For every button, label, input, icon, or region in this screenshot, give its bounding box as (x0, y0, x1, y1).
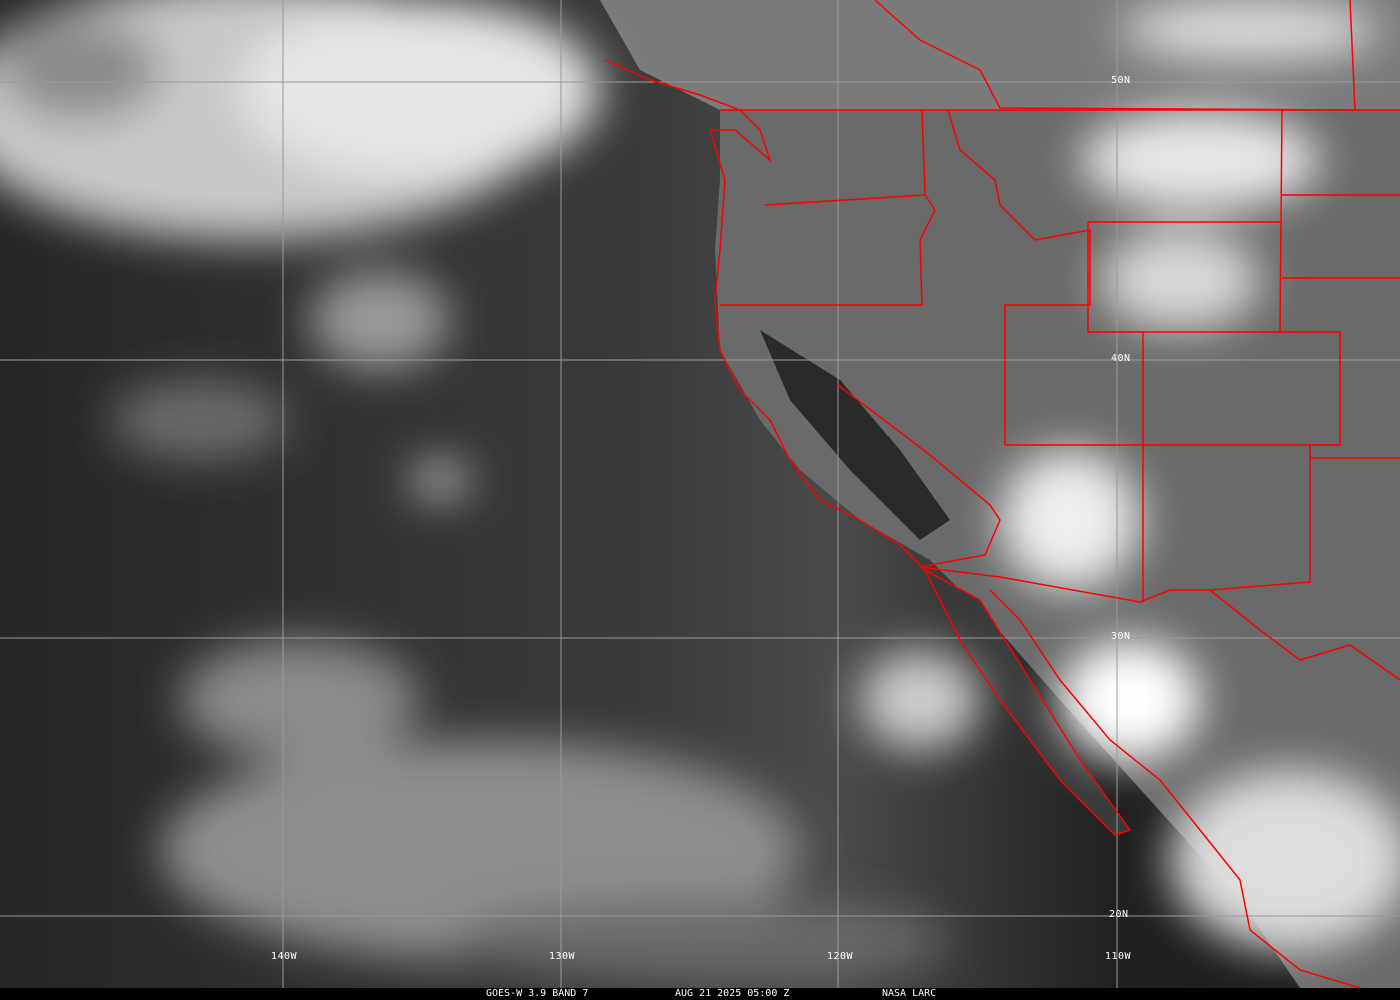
canada-border (874, 0, 1356, 111)
source-credit: NASA LARC (882, 988, 937, 999)
lat-label-30n: 30N (1111, 631, 1131, 642)
timestamp: AUG 21 2025 05:00 Z (675, 988, 790, 999)
lon-label-140w: 140W (271, 951, 298, 962)
gulf-coast (1209, 589, 1400, 681)
southwest-borders (837, 109, 1341, 603)
mexico-mainland-coast (989, 589, 1361, 988)
lon-label-130w: 130W (549, 951, 576, 962)
lat-label-40n: 40N (1111, 353, 1131, 364)
oregon-border (720, 194, 936, 306)
pacific-coastline (604, 59, 1132, 836)
caption-bar: GOES-W 3.9 BAND 7 AUG 21 2025 05:00 Z NA… (0, 988, 1400, 1000)
central-valley (760, 330, 950, 540)
idaho-border (921, 109, 1091, 445)
lon-label-120w: 120W (827, 951, 854, 962)
satellite-band: GOES-W 3.9 BAND 7 (486, 988, 589, 999)
baja-peninsula (925, 570, 1130, 835)
political-borders (604, 0, 1400, 988)
state-borders (1005, 194, 1400, 602)
lon-label-110w: 110W (1105, 951, 1132, 962)
lat-label-50n: 50N (1111, 75, 1131, 86)
lat-label-20n: 20N (1109, 909, 1129, 920)
